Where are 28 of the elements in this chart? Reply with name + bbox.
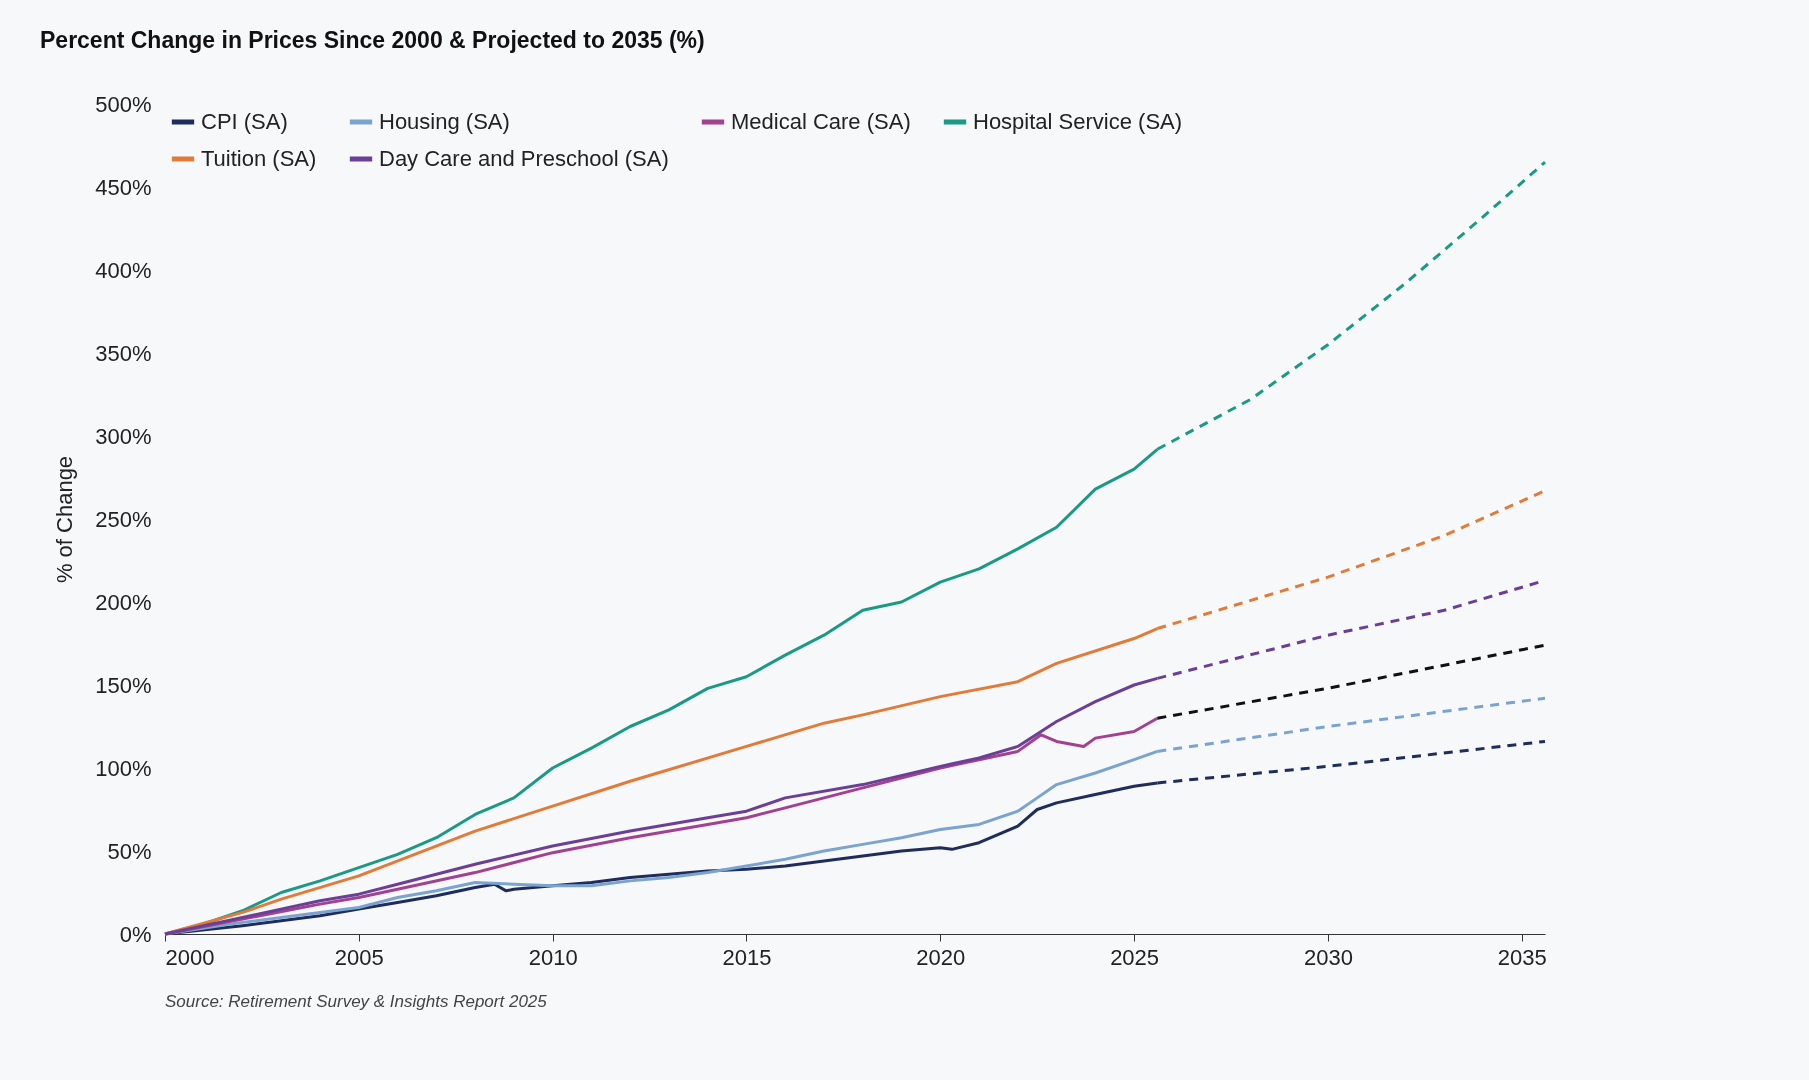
x-tick-label: 2025 [1110, 944, 1160, 970]
x-tick-label: 2015 [722, 944, 772, 970]
legend-label: Housing (SA) [379, 109, 510, 134]
y-tick-label: 450% [95, 174, 152, 200]
y-tick-label: 50% [107, 838, 152, 864]
y-tick-label: 150% [95, 672, 152, 698]
legend-label: Hospital Service (SA) [973, 109, 1183, 134]
x-tick-label: 2035 [1497, 944, 1547, 970]
y-tick-label: 100% [95, 755, 152, 781]
y-tick-label: 200% [95, 589, 152, 615]
chart-title: Percent Change in Prices Since 2000 & Projected to 2035 (%) [40, 27, 705, 53]
y-tick-label: 300% [95, 423, 152, 449]
y-tick-label: 250% [95, 506, 152, 532]
legend-label: Tuition (SA) [201, 146, 317, 171]
x-tick-label: 2010 [528, 944, 578, 970]
y-tick-label: 500% [95, 91, 152, 117]
y-axis-title: % of Change [52, 455, 78, 584]
legend-label: Day Care and Preschool (SA) [379, 146, 669, 171]
legend-label: Medical Care (SA) [731, 109, 911, 134]
y-tick-label: 350% [95, 340, 152, 366]
source-note: Source: Retirement Survey & Insights Report 2025 [165, 992, 548, 1012]
x-tick-label: 2020 [916, 944, 966, 970]
x-tick-label: 2005 [334, 944, 384, 970]
y-tick-label: 400% [95, 257, 152, 283]
legend-label: CPI (SA) [201, 109, 288, 134]
y-tick-label: 0% [119, 921, 152, 947]
x-tick-label: 2030 [1303, 944, 1353, 970]
x-tick-label: 2000 [165, 944, 215, 970]
